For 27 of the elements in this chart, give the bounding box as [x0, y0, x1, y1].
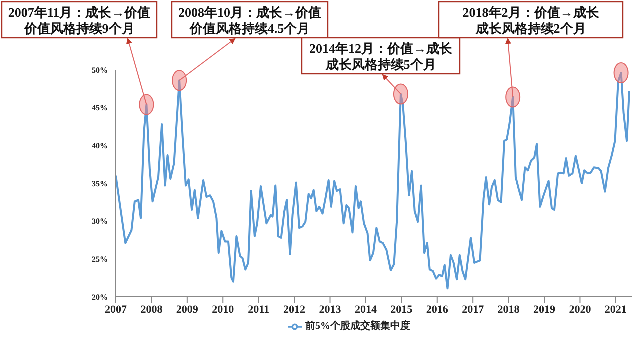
- x-tick-label: 2012: [284, 304, 306, 316]
- x-tick-label: 2013: [319, 304, 342, 316]
- annotation: 2014年12月：价值→成长成长风格持续5个月: [310, 41, 454, 72]
- x-tick-label: 2010: [212, 304, 235, 316]
- annotation: 2018年2月：价值→成长成长风格持续2个月: [462, 5, 600, 36]
- x-tick-label: 2015: [390, 304, 414, 316]
- annotation: 2007年11月：成长→价值价值风格持续9个月: [8, 5, 151, 36]
- x-tick-label: 2020: [569, 304, 592, 316]
- legend-label: 前5%个股成交额集中度: [306, 321, 410, 332]
- y-tick-label: 25%: [92, 255, 108, 264]
- x-tick-label: 2017: [462, 304, 485, 316]
- x-tick-label: 2007: [105, 304, 128, 316]
- y-tick-label: 45%: [92, 104, 108, 113]
- y-tick-label: 30%: [92, 217, 108, 226]
- x-tick-label: 2011: [248, 304, 270, 316]
- x-tick-label: 2009: [176, 304, 199, 316]
- x-tick-label: 2008: [140, 304, 164, 316]
- x-tick-label: 2014: [354, 304, 378, 316]
- y-tick-label: 50%: [92, 66, 108, 75]
- x-tick-label: 2018: [498, 304, 520, 316]
- x-tick-label: 2019: [534, 304, 556, 316]
- x-tick-label: 2021: [604, 304, 627, 316]
- y-tick-label: 40%: [92, 142, 108, 151]
- y-tick-label: 35%: [92, 179, 108, 188]
- y-tick-label: 20%: [92, 292, 108, 302]
- x-tick-label: 2016: [426, 304, 449, 316]
- annotation: 2008年10月：成长→价值价值风格持续4.5个月: [178, 5, 322, 36]
